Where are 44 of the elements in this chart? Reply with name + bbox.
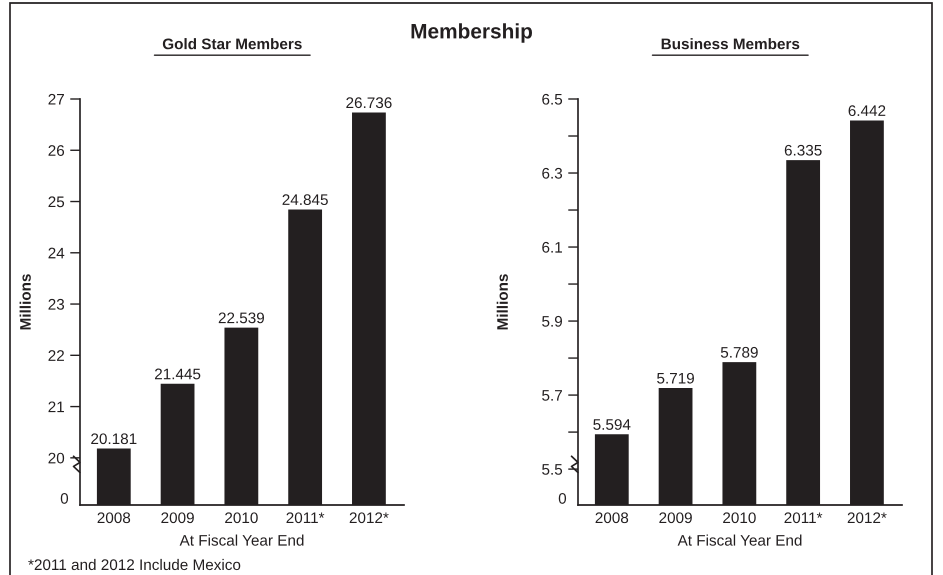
chart-subtitle: Business Members (662, 38, 800, 50)
y-tick-label: 24 (48, 248, 64, 258)
y-axis-title: Millions (20, 274, 31, 330)
y-tick-label: 27 (48, 94, 64, 105)
y-axis-title: Millions (496, 274, 508, 330)
y-tick-label: 5.9 (542, 316, 562, 327)
data-label: 6.335 (784, 144, 822, 156)
y-tick-label: 5.7 (542, 390, 562, 401)
x-tick-label: 2011* (286, 512, 324, 524)
data-label: 21.445 (154, 368, 200, 380)
x-tick-label: 2009 (659, 512, 692, 524)
y-tick-label: 22 (48, 350, 64, 361)
data-label: 6.442 (848, 105, 886, 116)
x-tick-label: 2010 (225, 512, 258, 524)
data-label: 26.736 (346, 97, 392, 108)
data-label: 20.181 (91, 433, 136, 444)
text: *2011 and 2012 Include Mexico (28, 558, 240, 570)
data-label: 5.594 (593, 419, 630, 430)
data-label: 5.789 (720, 346, 758, 358)
data-label: 22.539 (218, 312, 264, 324)
x-tick-label: 2011* (784, 512, 822, 524)
x-tick-label: 2008 (596, 512, 628, 524)
chart-subtitle: Gold Star Members (162, 38, 302, 50)
y-tick-label: 21 (48, 401, 64, 412)
y-tick-label: 23 (48, 298, 64, 310)
text: 0 (558, 493, 566, 504)
text: Membership (412, 23, 532, 43)
y-tick-label: 26 (48, 145, 64, 156)
data-label: 24.845 (282, 194, 328, 206)
data-label: 5.719 (657, 372, 694, 384)
y-tick-label: 6.3 (542, 168, 562, 179)
x-tick-label: 2009 (161, 512, 194, 524)
y-tick-label: 20 (48, 452, 64, 464)
y-tick-label: 25 (48, 196, 64, 208)
x-axis-title: At Fiscal Year End (678, 534, 802, 546)
x-tick-label: 2012* (848, 512, 887, 524)
x-tick-label: 2010 (723, 512, 756, 524)
y-tick-label: 5.5 (542, 464, 562, 475)
x-axis-title: At Fiscal Year End (180, 534, 304, 546)
text: 0 (60, 493, 68, 504)
x-tick-label: 2008 (98, 512, 130, 524)
y-tick-label: 6.1 (542, 242, 562, 253)
y-tick-label: 6.5 (542, 94, 562, 105)
x-tick-label: 2012* (350, 512, 389, 524)
